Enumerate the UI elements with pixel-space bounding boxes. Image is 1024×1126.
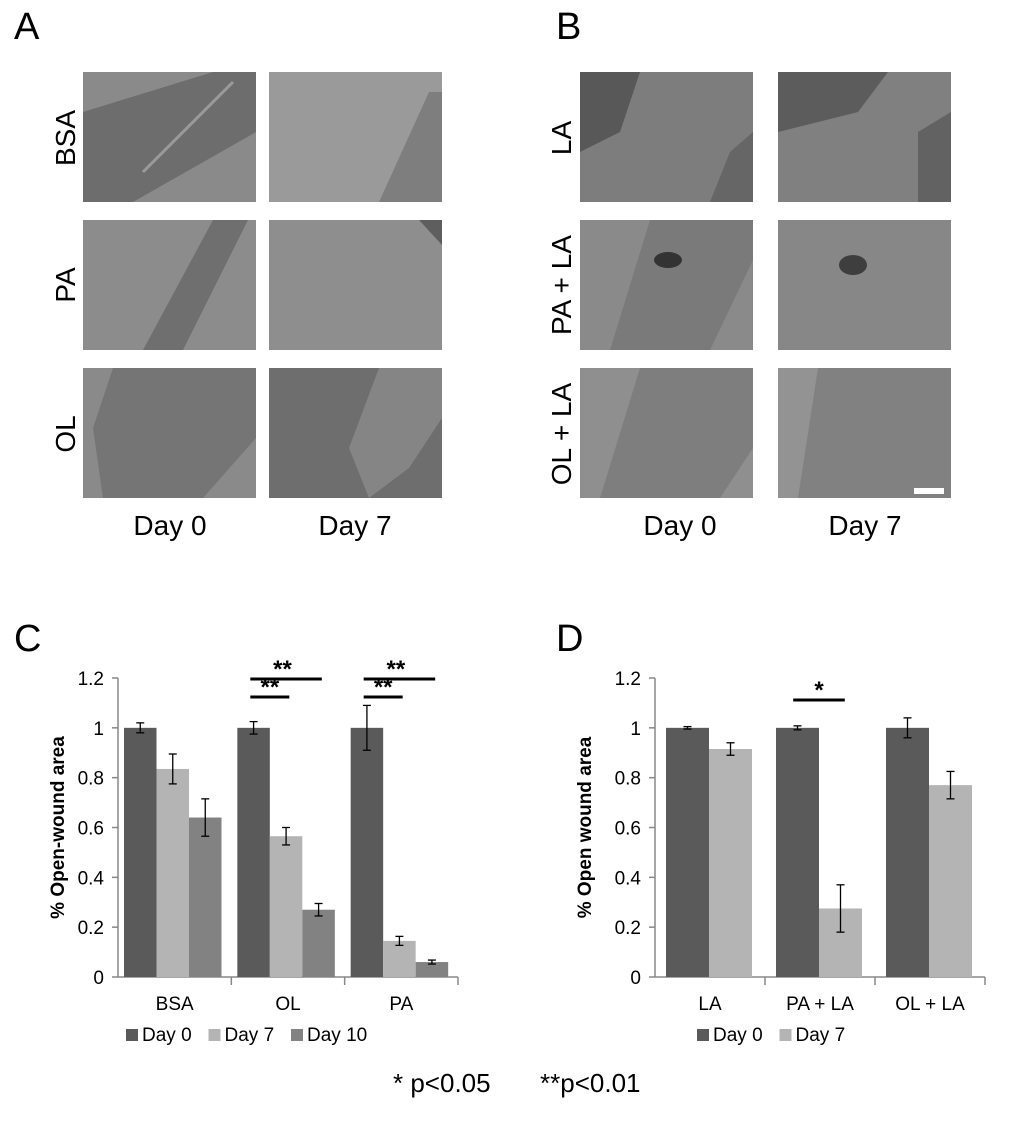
y-tick-label: 0.8 — [615, 769, 641, 790]
chart-d: 0 0.2 0.4 0.6 0.8 1 1.2 % Open wound area LA PA +… — [575, 669, 986, 1046]
y-tick-label: 1 — [630, 719, 641, 740]
col-label-b-day0: Day 0 — [643, 510, 717, 541]
micrograph-ol-la-day0 — [580, 368, 753, 498]
y-tick-label: 0.6 — [615, 819, 641, 840]
significance-stars: * — [814, 677, 824, 704]
panel-label-d: D — [556, 618, 584, 660]
y-tick-label: 0.2 — [615, 918, 641, 939]
bar-la-day-0 — [666, 727, 709, 977]
x-tick-label: PA + LA — [786, 994, 854, 1015]
y-tick-label: 0 — [93, 968, 104, 989]
col-label-a-day0: Day 0 — [133, 510, 207, 541]
x-tick-label: LA — [698, 994, 722, 1015]
y-tick-label: 0.4 — [615, 868, 642, 889]
significance-stars: ** — [374, 674, 393, 701]
y-tick-label: 0.4 — [78, 868, 105, 889]
bar-pa-day-7 — [383, 940, 416, 977]
bar-bsa-day-7 — [156, 768, 189, 977]
legend-swatch-day-0 — [697, 1029, 709, 1041]
bar-bsa-day-0 — [124, 727, 157, 977]
bar-pa-day-0 — [350, 727, 384, 977]
legend-swatch-day-0 — [126, 1029, 138, 1041]
y-tick-label: 1.2 — [78, 669, 104, 690]
x-tick-label: BSA — [156, 994, 194, 1015]
col-label-a-day7: Day 7 — [318, 510, 392, 541]
panel-label-c: C — [14, 618, 42, 660]
bar-ol-day-7 — [269, 836, 303, 977]
micrograph-pa-la-day0 — [580, 220, 753, 350]
y-tick-label: 1.2 — [615, 669, 641, 690]
micrograph-pa-day0 — [83, 220, 256, 350]
legend-swatch-day-10 — [291, 1029, 303, 1041]
significance-stars: ** — [273, 656, 292, 683]
x-tick-label: OL + LA — [895, 994, 965, 1015]
bar-pa-day-10 — [415, 962, 449, 977]
micrograph-pa-day7 — [269, 220, 442, 350]
footnote-p005: * p<0.05 — [393, 1068, 491, 1098]
micrograph-bsa-day0 — [83, 72, 256, 202]
scale-bar — [914, 488, 944, 494]
legend-label-day-7: Day 7 — [796, 1025, 846, 1046]
legend-label-day-0: Day 0 — [142, 1025, 192, 1046]
bar-ol-la-day-0 — [886, 727, 929, 977]
micrograph-ol-day7 — [269, 368, 442, 498]
bar-ol-day-10 — [302, 909, 335, 977]
panel-label-a: A — [14, 6, 40, 48]
col-label-b-day7: Day 7 — [828, 510, 902, 541]
legend-label-day-0: Day 0 — [713, 1025, 763, 1046]
micrograph-ol-day0 — [83, 368, 256, 498]
micrograph-ol-la-day7 — [778, 368, 951, 498]
panel-label-b: B — [556, 6, 582, 48]
y-tick-label: 1 — [93, 719, 104, 740]
legend-label-day-10: Day 10 — [307, 1025, 367, 1046]
bar-ol-day-0 — [237, 727, 270, 977]
bar-bsa-day-10 — [189, 817, 222, 977]
chart-c: 0 0.2 0.4 0.6 0.8 1 1.2 % Open-wound area BSA OL P… — [48, 656, 459, 1046]
micrograph-bsa-day7 — [269, 72, 442, 202]
x-tick-label: OL — [275, 994, 300, 1015]
y-axis-title: % Open wound area — [575, 736, 596, 918]
significance-stars: ** — [386, 656, 405, 683]
y-axis-title: % Open-wound area — [48, 736, 69, 919]
bar-pa-la-day-0 — [776, 727, 819, 977]
y-tick-label: 0 — [630, 968, 641, 989]
micrograph-la-day0 — [580, 72, 753, 202]
micrograph-la-day7 — [778, 72, 951, 202]
y-tick-label: 0.6 — [78, 819, 104, 840]
legend-swatch-day-7 — [779, 1029, 792, 1041]
significance-stars: ** — [260, 674, 279, 701]
bar-ol-la-day-7 — [929, 785, 972, 977]
bar-la-day-7 — [709, 749, 752, 977]
legend-swatch-day-7 — [208, 1029, 221, 1041]
footnote-p001: **p<0.01 — [540, 1068, 641, 1098]
y-tick-label: 0.2 — [78, 918, 104, 939]
micrograph-pa-la-day7 — [778, 220, 951, 350]
legend-label-day-7: Day 7 — [225, 1025, 275, 1046]
y-tick-label: 0.8 — [78, 769, 104, 790]
x-tick-label: PA — [389, 994, 413, 1015]
